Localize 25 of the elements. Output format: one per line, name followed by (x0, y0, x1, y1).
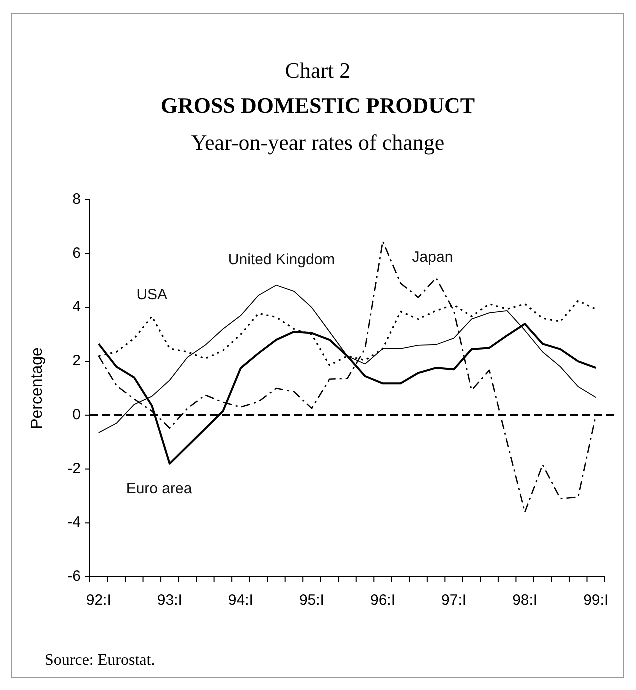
x-tick-label: 97:I (442, 592, 467, 609)
y-tick-label: -2 (68, 460, 81, 478)
x-tick-label: 95:I (299, 592, 324, 609)
chart-subtitle: Year-on-year rates of change (191, 130, 445, 155)
y-tick-label: -4 (68, 514, 81, 532)
y-tick-label: 4 (72, 298, 81, 316)
series-label: Japan (412, 248, 454, 266)
x-tick-label: 99:I (584, 592, 609, 609)
x-tick-label: 92:I (86, 592, 112, 609)
series-label: USA (136, 286, 168, 304)
y-tick-label: 6 (72, 244, 81, 262)
series-label: United Kingdom (228, 252, 336, 269)
x-tick-label: 93:I (157, 592, 182, 609)
y-tick-label: -6 (68, 568, 81, 585)
y-tick-label: 2 (72, 352, 81, 370)
y-tick-label: 8 (72, 190, 81, 208)
x-tick-label: 98:I (512, 592, 538, 609)
y-axis-title: Percentage (29, 347, 46, 430)
source-note: Source: Eurostat. (45, 652, 156, 669)
series-label: Euro area (126, 480, 193, 498)
chart-title: GROSS DOMESTIC PRODUCT (160, 93, 476, 118)
x-tick-label: 96:I (370, 592, 396, 609)
x-tick-label: 94:I (228, 592, 254, 609)
y-tick-label: 0 (72, 406, 81, 424)
caption: Chart 2 (285, 58, 351, 83)
